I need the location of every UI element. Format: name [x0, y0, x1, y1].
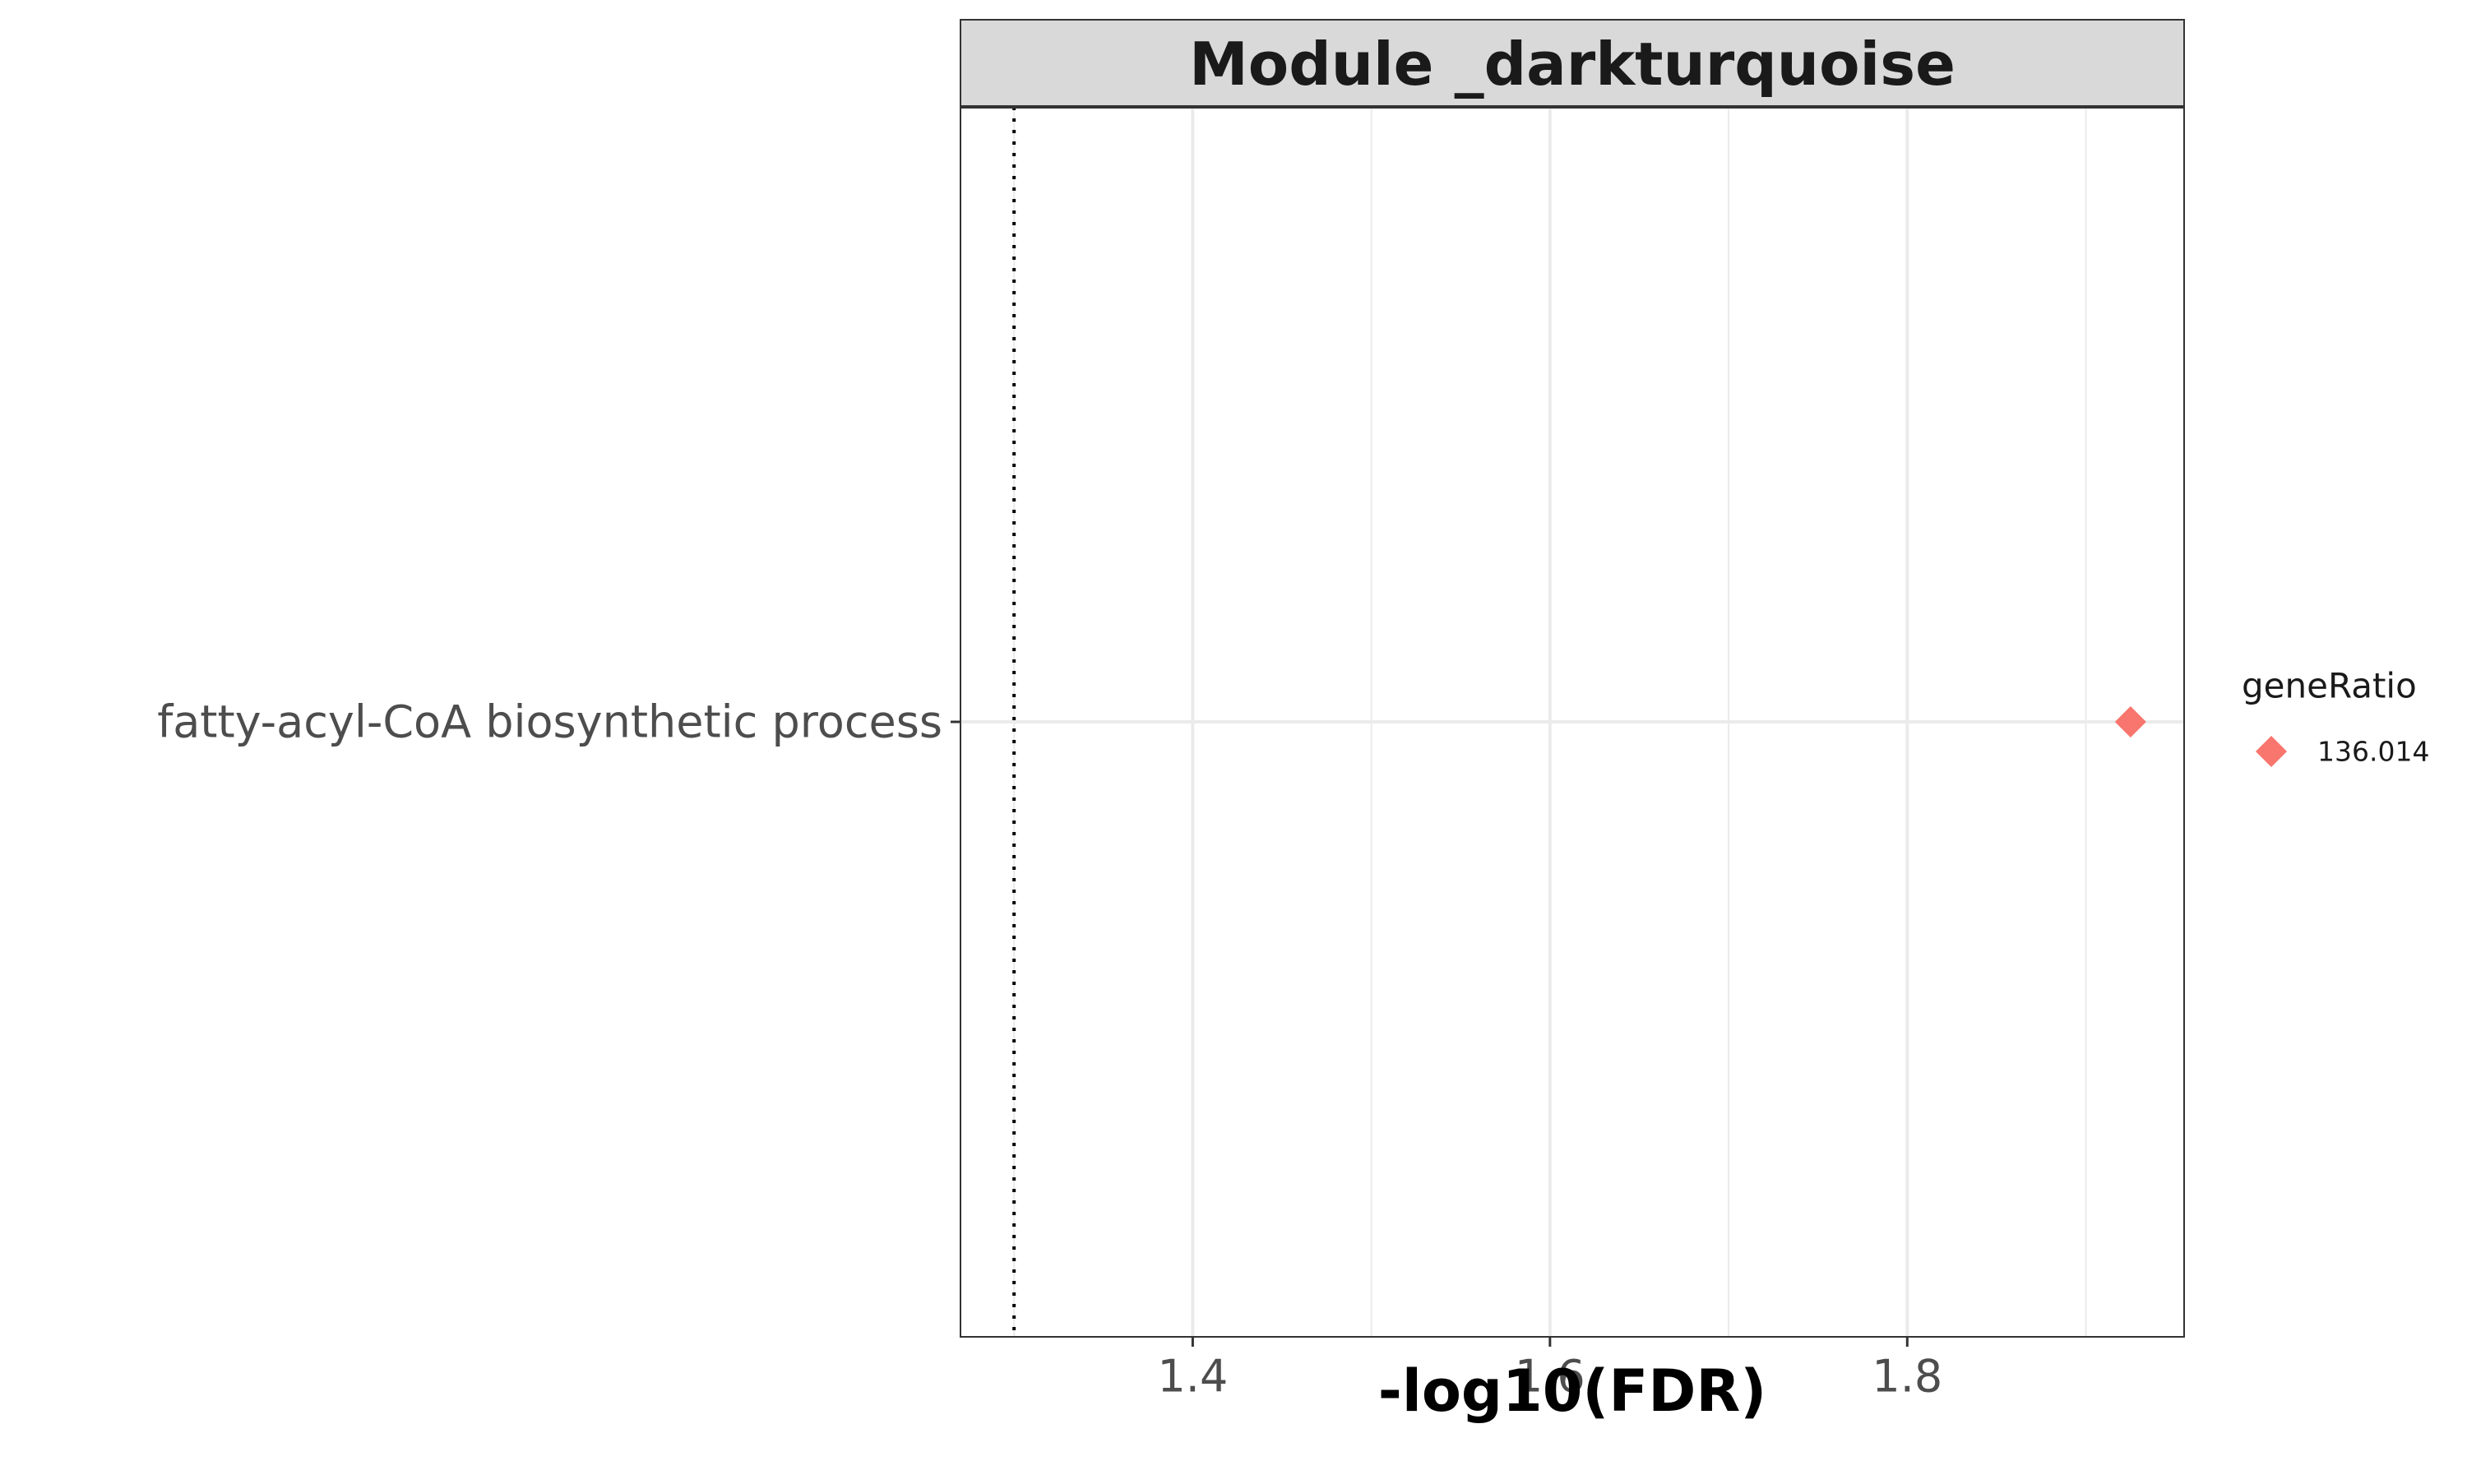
facet-strip	[960, 19, 2185, 108]
points-layer	[2114, 706, 2146, 737]
axis-layer: 1.4 1.6 1.8 fatty-acyl-CoA biosynthetic pro…	[157, 696, 1942, 1403]
legend-label-0: 136.014	[2317, 736, 2429, 768]
x-axis-title: -log10(FDR)	[1378, 1357, 1766, 1425]
facet-strip-title: Module _darkturquoise	[1189, 30, 1956, 99]
legend-key-0	[2256, 736, 2287, 767]
legend: geneRatio 136.014	[2242, 666, 2429, 768]
legend-title: geneRatio	[2242, 666, 2417, 706]
x-tick-label-2: 1.8	[1872, 1351, 1942, 1403]
x-tick-label-1: 1.6	[1515, 1351, 1585, 1403]
grid-layer	[960, 107, 2184, 1337]
y-tick-label-0: fatty-acyl-CoA biosynthetic process	[157, 696, 942, 748]
x-tick-label-0: 1.4	[1157, 1351, 1228, 1403]
legend-entries: 136.014	[2256, 736, 2429, 768]
data-point-0	[2114, 706, 2146, 737]
